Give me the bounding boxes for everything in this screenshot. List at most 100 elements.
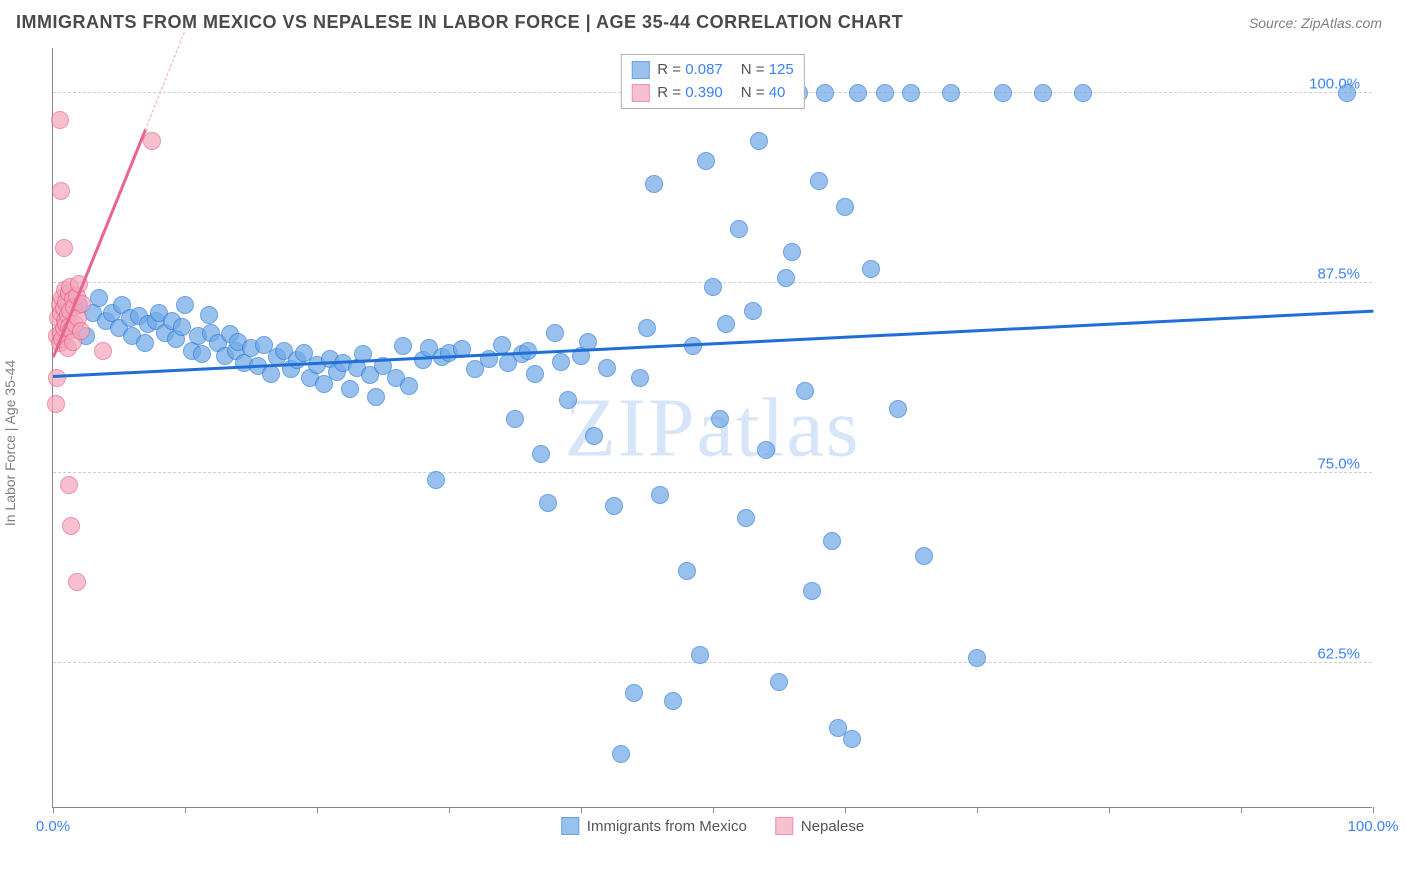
legend-swatch — [775, 817, 793, 835]
data-point — [942, 84, 960, 102]
data-point — [532, 445, 550, 463]
data-point — [605, 497, 623, 515]
data-point — [60, 476, 78, 494]
data-point — [341, 380, 359, 398]
x-tick — [185, 807, 186, 813]
legend-N: N = 125 — [741, 59, 794, 82]
data-point — [493, 336, 511, 354]
data-point — [730, 220, 748, 238]
watermark: ZIPatlas — [565, 379, 861, 476]
x-tick — [1241, 807, 1242, 813]
x-tick-label: 0.0% — [36, 818, 70, 835]
data-point — [915, 547, 933, 565]
data-point — [737, 509, 755, 527]
y-tick-label: 87.5% — [1317, 265, 1360, 282]
data-point — [51, 111, 69, 129]
x-tick — [1109, 807, 1110, 813]
source-attribution: Source: ZipAtlas.com — [1249, 15, 1382, 31]
data-point — [803, 582, 821, 600]
data-point — [559, 391, 577, 409]
data-point — [876, 84, 894, 102]
data-point — [651, 486, 669, 504]
y-tick-label: 75.0% — [1317, 455, 1360, 472]
x-tick — [449, 807, 450, 813]
legend-row: R = 0.087 N = 125 — [631, 59, 793, 82]
data-point — [836, 198, 854, 216]
data-point — [862, 260, 880, 278]
y-tick-label: 62.5% — [1317, 645, 1360, 662]
data-point — [176, 296, 194, 314]
legend-label: Nepalese — [801, 818, 864, 835]
data-point — [539, 494, 557, 512]
data-point — [750, 132, 768, 150]
x-tick — [1373, 807, 1374, 813]
legend-stats: R = 0.087 N = 125R = 0.390N = 40 — [620, 54, 804, 109]
legend-swatch — [561, 817, 579, 835]
data-point — [427, 471, 445, 489]
chart-title: IMMIGRANTS FROM MEXICO VS NEPALESE IN LA… — [16, 12, 903, 33]
data-point — [612, 745, 630, 763]
data-point — [200, 306, 218, 324]
data-point — [72, 322, 90, 340]
plot-container: In Labor Force | Age 35-44 ZIPatlas 62.5… — [42, 48, 1382, 838]
legend-label: Immigrants from Mexico — [587, 818, 747, 835]
data-point — [52, 182, 70, 200]
legend-swatch — [631, 61, 649, 79]
x-tick — [845, 807, 846, 813]
data-point — [506, 410, 524, 428]
data-point — [143, 132, 161, 150]
x-tick — [713, 807, 714, 813]
data-point — [816, 84, 834, 102]
data-point — [823, 532, 841, 550]
data-point — [136, 334, 154, 352]
data-point — [631, 369, 649, 387]
data-point — [47, 395, 65, 413]
legend-series: Immigrants from Mexico Nepalese — [561, 817, 864, 835]
data-point — [62, 517, 80, 535]
data-point — [744, 302, 762, 320]
data-point — [90, 289, 108, 307]
data-point — [664, 692, 682, 710]
data-point — [1034, 84, 1052, 102]
data-point — [526, 365, 544, 383]
data-point — [757, 441, 775, 459]
data-point — [843, 730, 861, 748]
x-tick — [317, 807, 318, 813]
data-point — [849, 84, 867, 102]
data-point — [691, 646, 709, 664]
legend-item: Nepalese — [775, 817, 864, 835]
legend-N: N = 40 — [741, 82, 786, 105]
data-point — [783, 243, 801, 261]
data-point — [777, 269, 795, 287]
data-point — [889, 400, 907, 418]
legend-row: R = 0.390N = 40 — [631, 82, 793, 105]
data-point — [585, 427, 603, 445]
data-point — [55, 239, 73, 257]
data-point — [645, 175, 663, 193]
data-point — [697, 152, 715, 170]
data-point — [994, 84, 1012, 102]
data-point — [193, 345, 211, 363]
data-point — [625, 684, 643, 702]
x-tick-label: 100.0% — [1348, 818, 1399, 835]
data-point — [711, 410, 729, 428]
scatter-plot: ZIPatlas 62.5%75.0%87.5%100.0%0.0%100.0%… — [52, 48, 1372, 808]
data-point — [1074, 84, 1092, 102]
data-point — [48, 369, 66, 387]
x-tick — [977, 807, 978, 813]
legend-item: Immigrants from Mexico — [561, 817, 747, 835]
legend-R: R = 0.087 — [657, 59, 722, 82]
data-point — [546, 324, 564, 342]
data-point — [68, 573, 86, 591]
data-point — [770, 673, 788, 691]
data-point — [94, 342, 112, 360]
trend-line — [145, 31, 186, 130]
gridline — [53, 662, 1372, 663]
data-point — [1338, 84, 1356, 102]
gridline — [53, 472, 1372, 473]
x-tick — [53, 807, 54, 813]
data-point — [810, 172, 828, 190]
data-point — [902, 84, 920, 102]
data-point — [717, 315, 735, 333]
data-point — [678, 562, 696, 580]
